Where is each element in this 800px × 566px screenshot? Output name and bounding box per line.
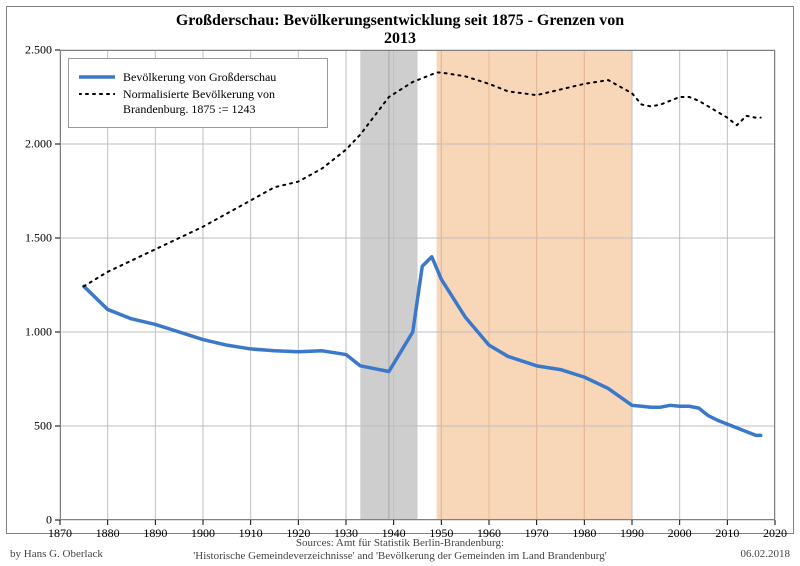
legend-swatch-pop: [79, 70, 115, 84]
y-tick-label: 0: [12, 513, 52, 528]
y-tick-label: 1.000: [12, 325, 52, 340]
legend-label-2: Normalisierte Bevölkerung von Brandenbur…: [123, 87, 275, 116]
legend-row-1: Bevölkerung von Großderschau: [79, 70, 317, 84]
chart-title: Großderschau: Bevölkerungsentwicklung se…: [0, 12, 800, 48]
legend-swatch-norm: [79, 87, 115, 101]
legend-row-2: Normalisierte Bevölkerung von Brandenbur…: [79, 87, 317, 116]
legend-label-1: Bevölkerung von Großderschau: [123, 70, 276, 84]
legend: Bevölkerung von Großderschau Normalisier…: [68, 58, 328, 128]
y-tick-label: 500: [12, 419, 52, 434]
y-tick-label: 2.500: [12, 43, 52, 58]
title-line1: Großderschau: Bevölkerungsentwicklung se…: [176, 12, 624, 29]
y-tick-label: 1.500: [12, 231, 52, 246]
y-tick-label: 2.000: [12, 137, 52, 152]
footer-date: 06.02.2018: [741, 548, 791, 560]
footer-sources: Sources: Amt für Statistik Berlin-Brande…: [0, 537, 800, 563]
title-line2: 2013: [0, 30, 800, 48]
